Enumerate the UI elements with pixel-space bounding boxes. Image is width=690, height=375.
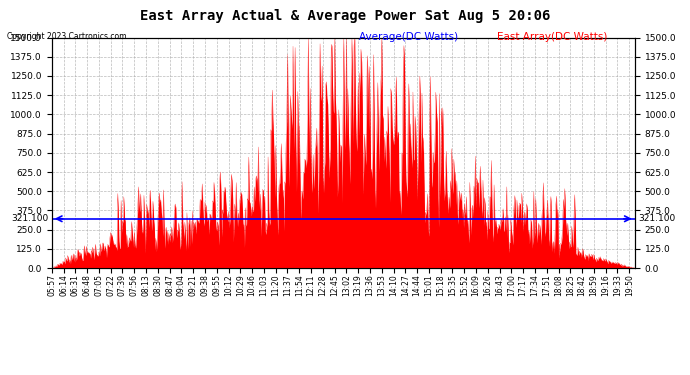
Text: East Array Actual & Average Power Sat Aug 5 20:06: East Array Actual & Average Power Sat Au… [140,9,550,23]
Text: 321.100: 321.100 [11,214,48,223]
Text: 321.100: 321.100 [638,214,676,223]
Text: Average(DC Watts): Average(DC Watts) [359,32,458,42]
Text: East Array(DC Watts): East Array(DC Watts) [497,32,607,42]
Text: Copyright 2023 Cartronics.com: Copyright 2023 Cartronics.com [7,32,126,41]
